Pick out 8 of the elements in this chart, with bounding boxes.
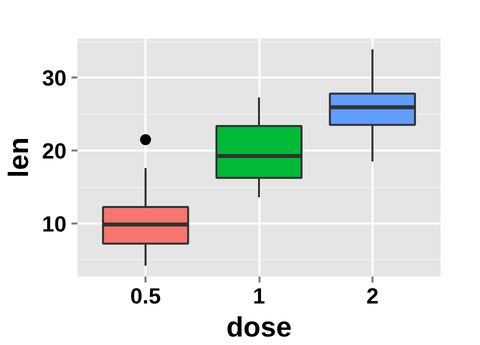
x-tick-label: 1 <box>252 284 266 308</box>
x-tick-label: 0.5 <box>130 284 161 308</box>
y-tick-label: 10 <box>42 211 67 236</box>
x-axis-title: dose <box>226 312 292 342</box>
x-tick-label: 2 <box>366 284 379 308</box>
y-axis-title: len <box>3 137 34 178</box>
y-tick-label: 20 <box>42 138 67 164</box>
y-tick-label: 30 <box>42 66 67 91</box>
